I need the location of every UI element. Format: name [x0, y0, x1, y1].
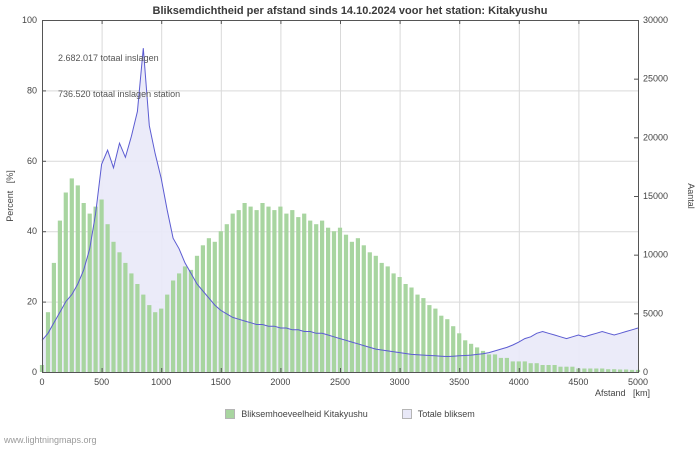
x-axis-title: Afstand [km]: [594, 388, 650, 398]
svg-text:5000: 5000: [643, 308, 663, 318]
total-strikes-text: 2.682.017 totaal inslagen: [58, 53, 159, 63]
chart-title: Bliksemdichtheid per afstand sinds 14.10…: [152, 5, 548, 17]
svg-text:500: 500: [94, 377, 109, 387]
svg-text:25000: 25000: [643, 74, 668, 84]
svg-text:3500: 3500: [449, 377, 469, 387]
svg-text:20000: 20000: [643, 132, 668, 142]
svg-text:15000: 15000: [643, 191, 668, 201]
left-axis-title: Percent [%]: [5, 170, 15, 222]
svg-text:60: 60: [27, 156, 37, 166]
svg-text:0: 0: [39, 377, 44, 387]
svg-text:80: 80: [27, 85, 37, 95]
svg-text:4000: 4000: [509, 377, 529, 387]
legend-label-station: Bliksemhoeveelheid Kitakyushu: [241, 409, 368, 419]
svg-text:30000: 30000: [643, 15, 668, 25]
svg-text:0: 0: [32, 367, 37, 377]
legend-item-station-percentage: Bliksemhoeveelheid Kitakyushu: [225, 409, 368, 419]
tick-marks: [42, 20, 639, 373]
svg-text:100: 100: [22, 15, 37, 25]
legend-swatch-green: [225, 409, 236, 419]
total-lightning-line: [41, 48, 639, 358]
svg-text:2000: 2000: [270, 377, 290, 387]
svg-text:5000: 5000: [628, 377, 648, 387]
svg-text:10000: 10000: [643, 250, 668, 260]
svg-text:0: 0: [643, 367, 648, 377]
tick-labels: 0204060801000500010000150002000025000300…: [22, 15, 668, 387]
legend-item-total-lightning: Totale bliksem: [401, 409, 475, 419]
svg-text:3000: 3000: [390, 377, 410, 387]
svg-text:2500: 2500: [330, 377, 350, 387]
station-percentage-bars: [39, 178, 641, 372]
svg-text:1500: 1500: [211, 377, 231, 387]
strike-totals-annotation: 2.682.017 totaal inslagen 736.520 totaal…: [58, 28, 180, 124]
legend-label-total: Totale bliksem: [417, 409, 475, 419]
svg-text:1000: 1000: [151, 377, 171, 387]
svg-text:40: 40: [27, 226, 37, 236]
legend: Bliksemhoeveelheid Kitakyushu Totale bli…: [0, 409, 700, 419]
right-axis-title: Aantal: [686, 183, 696, 209]
svg-text:20: 20: [27, 297, 37, 307]
watermark-url: www.lightningmaps.org: [4, 435, 97, 445]
station-strikes-text: 736.520 totaal inslagen station: [58, 89, 181, 99]
legend-swatch-lavender: [401, 409, 412, 419]
svg-text:4500: 4500: [568, 377, 588, 387]
